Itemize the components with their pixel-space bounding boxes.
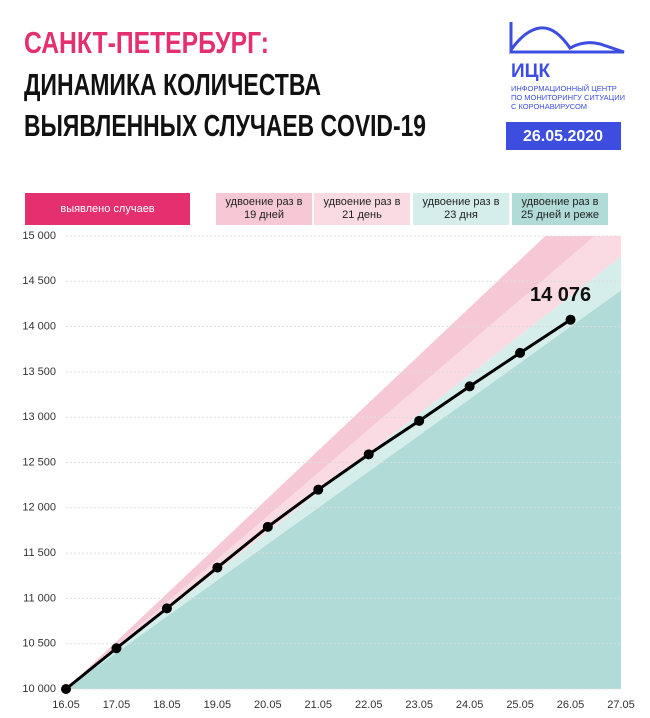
date-box [506,122,621,150]
y-tick-label: 15 000 [22,230,56,242]
title: САНКТ-ПЕТЕРБУРГ: ДИНАМИКА КОЛИЧЕСТВА ВЫЯ… [24,25,426,143]
x-tick-label: 22.05 [355,699,383,711]
x-tick-label: 24.05 [456,699,484,711]
point [161,603,172,614]
point [515,347,526,358]
bands [66,236,621,689]
point [313,484,324,495]
y-tick-label: 14 000 [22,321,56,333]
legend-item: удвоение раз в 25 дней и реже [512,193,608,225]
legend-item: выявлено случаев [25,193,190,225]
logo-text: ИЦК [511,61,551,82]
y-tick-label: 10 000 [22,683,56,695]
x-tick-label: 25.05 [506,699,534,711]
title-line: ВЫЯВЛЕННЫХ СЛУЧАЕВ COVID-19 [24,108,426,143]
band [66,290,621,689]
logo-line: ИНФОРМАЦИОННЫЙ ЦЕНТР [511,84,617,93]
y-tick-label: 14 500 [22,275,56,287]
y-tick-label: 11 000 [23,592,56,604]
point [262,521,273,532]
data-label: 14 076 [530,284,591,306]
date: 26.05.2020 [523,128,603,145]
x-tick-label: 17.05 [103,699,131,711]
point [212,562,223,573]
title-line: САНКТ-ПЕТЕРБУРГ: [24,25,269,60]
x-tick-label: 27.05 [607,699,635,711]
logo-icon [509,22,625,55]
point [565,314,576,325]
logo: ИЦК ИНФОРМАЦИОННЫЙ ЦЕНТР ПО МОНИТОРИНГУ … [506,22,625,150]
point [111,643,122,654]
logo-line: ПО МОНИТОРИНГУ СИТУАЦИИ [511,93,625,102]
y-tick-label: 12 000 [22,502,56,514]
legend-item: удвоение раз в 21 день [314,193,410,225]
y-tick-label: 13 500 [22,366,56,378]
point [414,415,425,426]
x-tick-label: 20.05 [254,699,282,711]
point [464,381,475,392]
y-tick-label: 13 000 [22,411,56,423]
point [363,449,374,460]
legend-item: удвоение раз в 23 дня [413,193,509,225]
y-tick-label: 11 500 [23,547,56,559]
title-line: ДИНАМИКА КОЛИЧЕСТВА [24,67,321,102]
legend-item: удвоение раз в 19 дней [216,193,312,225]
point [61,684,71,694]
x-tick-label: 26.05 [557,699,585,711]
y-tick-label: 12 500 [22,456,56,468]
logo-line: С КОРОНАВИРУСОМ [511,102,587,111]
y-tick-label: 10 500 [22,638,56,650]
x-tick-label: 16.05 [52,699,80,711]
x-tick-label: 19.05 [204,699,232,711]
x-tick-label: 18.05 [153,699,181,711]
x-tick-label: 23.05 [405,699,433,711]
x-tick-label: 21.05 [305,699,333,711]
